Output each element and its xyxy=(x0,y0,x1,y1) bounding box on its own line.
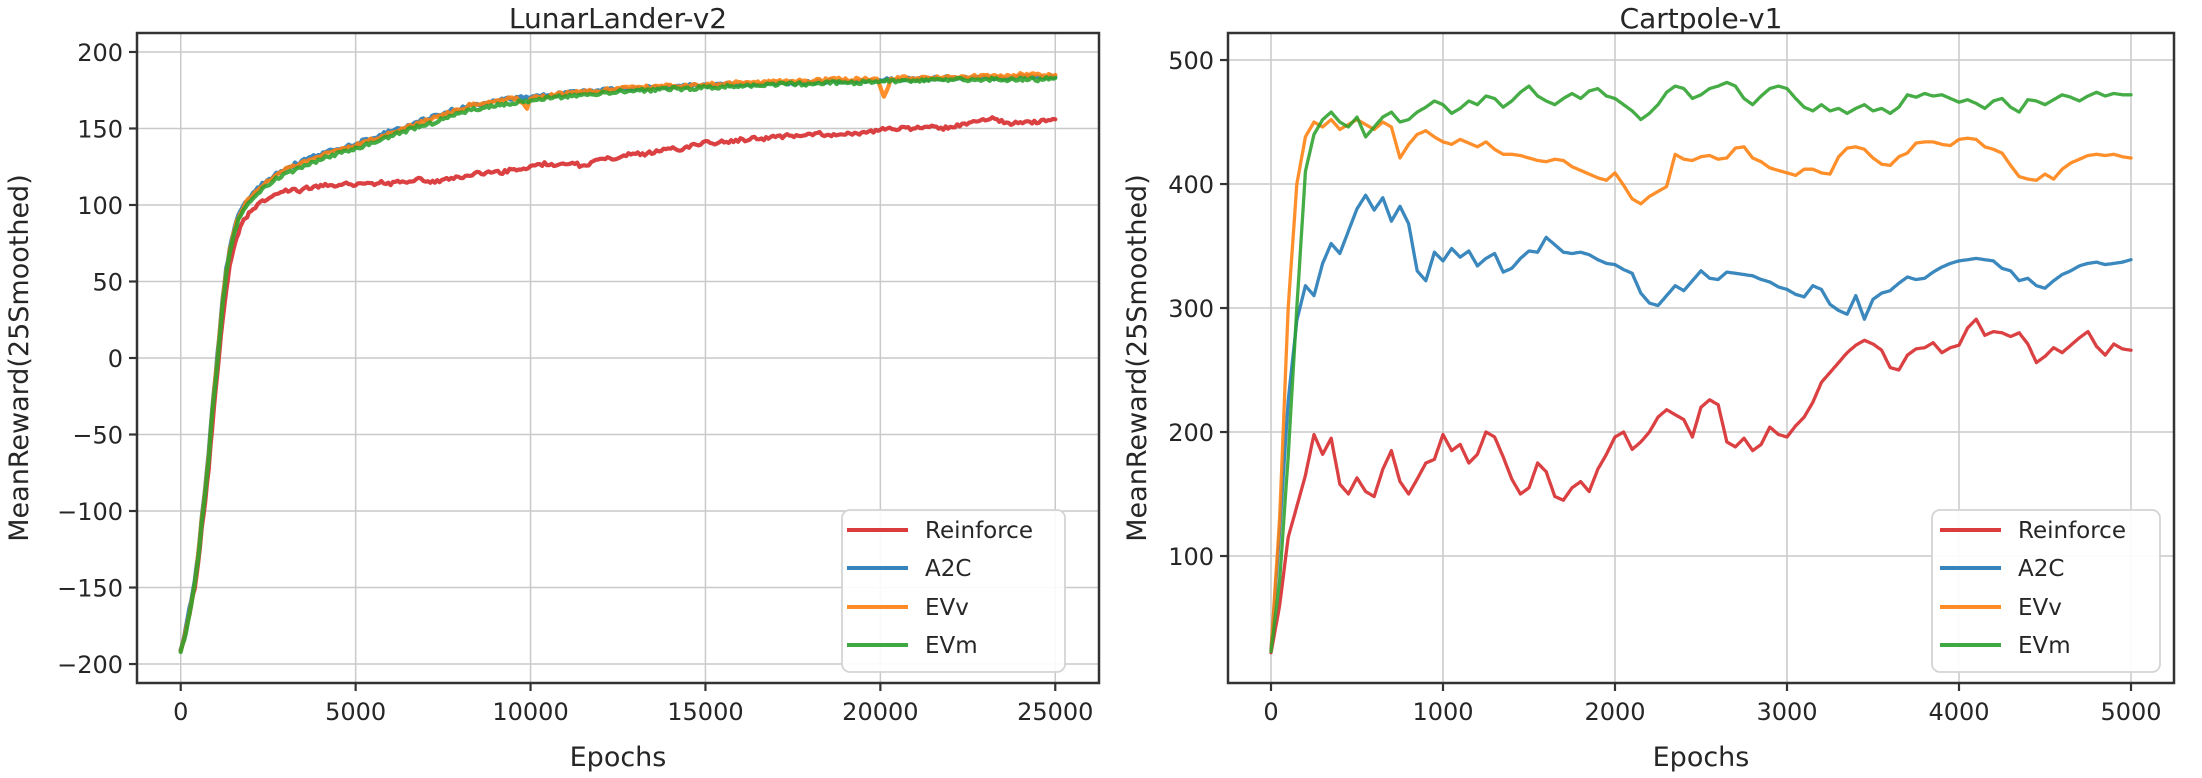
legend-item-a2c: A2C xyxy=(1940,556,2064,582)
y-axis-label: MeanReward(25Smoothed) xyxy=(4,174,35,541)
legend-frame xyxy=(841,509,1066,673)
legend: Reinforce A2C EVv EVm xyxy=(1931,509,2161,673)
x-axis-label: Epochs xyxy=(1653,742,1750,773)
x-tick-label: 20000 xyxy=(842,698,918,726)
x-tick-label: 4000 xyxy=(1928,698,1989,726)
series-lines xyxy=(178,71,1058,655)
legend-item-evv: EVv xyxy=(847,595,969,621)
x-tick-label: 0 xyxy=(1263,698,1278,726)
y-tick-label: 200 xyxy=(77,39,123,67)
line-evm xyxy=(178,75,1058,655)
legend-label: Reinforce xyxy=(925,518,1033,544)
legend-item-evv: EVv xyxy=(1940,595,2062,621)
legend-label: A2C xyxy=(2018,556,2064,582)
legend-label: A2C xyxy=(925,556,971,582)
y-tick-label: 50 xyxy=(92,268,123,296)
legend-label: EVv xyxy=(2018,595,2062,621)
legend-label: EVv xyxy=(925,595,969,621)
tick-labels: 0 1000 2000 3000 4000 5000 500 400 300 200 100 xyxy=(1168,47,2161,726)
line-reinforce xyxy=(178,115,1058,652)
legend-frame xyxy=(1931,509,2161,673)
line-evm xyxy=(1269,80,2133,654)
legend-label: Reinforce xyxy=(2018,518,2126,544)
cartpole-v1-chart: 0 1000 2000 3000 4000 5000 500 400 300 200 100 Cart… xyxy=(1122,2,2176,773)
y-tick-label: 100 xyxy=(1168,543,1214,571)
legend-label: EVm xyxy=(925,633,978,659)
x-tick-label: 25000 xyxy=(1017,698,1093,726)
y-tick-label: 500 xyxy=(1168,47,1214,75)
series-lines xyxy=(1269,80,2133,655)
y-tick-label: −200 xyxy=(57,651,123,679)
y-tick-label: 0 xyxy=(108,345,123,373)
gridlines xyxy=(137,33,1099,683)
y-tick-label: −150 xyxy=(57,575,123,603)
legend-item-evm: EVm xyxy=(1940,633,2071,659)
x-tick-label: 15000 xyxy=(667,698,743,726)
tick-labels: 0 5000 10000 15000 20000 25000 200 150 100 50 0 −50… xyxy=(57,39,1093,726)
legend: Reinforce A2C EVv EVm xyxy=(841,509,1066,673)
y-tick-label: 300 xyxy=(1168,295,1214,323)
x-tick-label: 2000 xyxy=(1584,698,1645,726)
line-evv xyxy=(1269,117,2133,652)
chart-title: LunarLander-v2 xyxy=(509,2,727,35)
y-tick-label: −100 xyxy=(57,498,123,526)
y-axis-label: MeanReward(25Smoothed) xyxy=(1122,174,1153,541)
x-tick-label: 1000 xyxy=(1412,698,1473,726)
x-tick-label: 0 xyxy=(173,698,188,726)
legend-item-a2c: A2C xyxy=(847,556,971,582)
y-tick-label: 100 xyxy=(77,192,123,220)
x-tick-label: 3000 xyxy=(1756,698,1817,726)
lunarlander-v2-chart: 0 5000 10000 15000 20000 25000 200 150 100 50 0 −50… xyxy=(4,2,1101,773)
x-tick-label: 5000 xyxy=(2100,698,2161,726)
legend-item-reinforce: Reinforce xyxy=(847,518,1033,544)
y-tick-label: 400 xyxy=(1168,171,1214,199)
legend-item-evm: EVm xyxy=(847,633,978,659)
y-tick-label: 150 xyxy=(77,115,123,143)
chart-title: Cartpole-v1 xyxy=(1620,2,1783,35)
x-tick-label: 5000 xyxy=(325,698,386,726)
legend-label: EVm xyxy=(2018,633,2071,659)
y-tick-label: 200 xyxy=(1168,419,1214,447)
line-a2c xyxy=(1269,193,2133,651)
gridlines xyxy=(1228,33,2174,683)
y-tick-label: −50 xyxy=(72,422,123,450)
axes-spines xyxy=(1226,31,2176,685)
x-tick-label: 10000 xyxy=(492,698,568,726)
line-reinforce xyxy=(1269,317,2133,655)
x-axis-label: Epochs xyxy=(570,742,667,773)
legend-item-reinforce: Reinforce xyxy=(1940,518,2126,544)
